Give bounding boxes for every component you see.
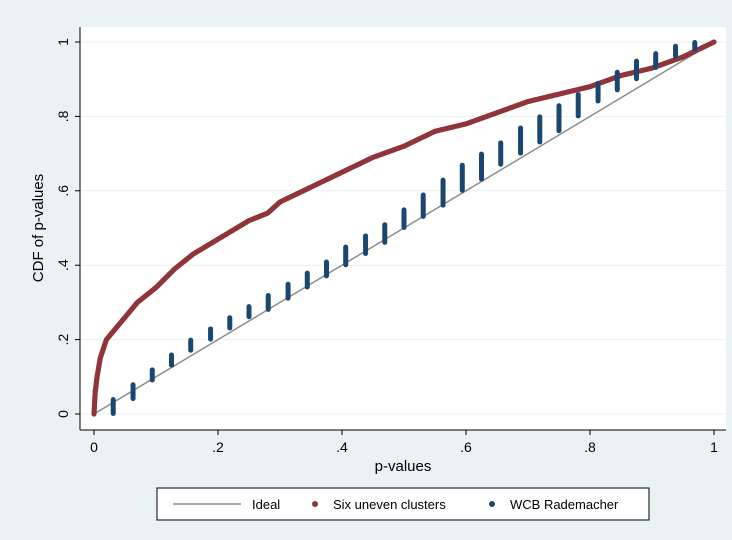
y-tick-label: .4 (55, 259, 71, 271)
wcb-point-stack (537, 114, 543, 145)
wcb-point-stack (265, 292, 271, 312)
wcb-point-stack (363, 233, 369, 257)
legend-ideal-label: Ideal (252, 497, 280, 512)
x-tick-label: .6 (460, 439, 472, 455)
wcb-point-stack (459, 162, 465, 193)
y-tick-label: .2 (55, 334, 71, 346)
wcb-series (110, 40, 698, 416)
legend-wcb-swatch (489, 501, 495, 507)
wcb-point-stack (343, 244, 349, 268)
y-tick-label: .8 (55, 110, 71, 122)
uneven-series (91, 39, 717, 417)
wcb-point-stack (634, 58, 639, 82)
x-tick-label: .8 (584, 439, 596, 455)
wcb-point-stack (479, 151, 484, 182)
wcb-point-stack (227, 315, 233, 331)
wcb-point-stack (575, 92, 581, 119)
legend-uneven-swatch (312, 501, 318, 507)
wcb-point-stack (595, 80, 601, 104)
x-axis-ticks: 0 .2 .4 .6 .8 1 (90, 430, 718, 455)
wcb-point-stack (169, 352, 174, 368)
wcb-point-stack (440, 177, 446, 208)
x-axis-title: p-values (375, 458, 432, 475)
series-layer (91, 39, 717, 417)
legend: Ideal Six uneven clusters WCB Rademacher (156, 487, 650, 521)
wcb-point-stack (110, 397, 116, 416)
wcb-point-stack (614, 69, 620, 93)
wcb-point-stack (188, 337, 194, 353)
wcb-point-stack (304, 270, 310, 290)
x-tick-label: 0 (90, 439, 98, 455)
wcb-point-stack (324, 259, 329, 279)
wcb-point-stack (556, 103, 562, 134)
grid-lines (80, 41, 726, 415)
legend-uneven-label: Six uneven clusters (333, 497, 446, 512)
wcb-point-stack (692, 40, 698, 52)
wcb-point-stack (673, 43, 679, 59)
legend-wcb-label: WCB Rademacher (510, 497, 619, 512)
x-tick-label: 1 (710, 439, 718, 455)
wcb-point-stack (420, 192, 426, 219)
wcb-point-stack (498, 140, 504, 167)
wcb-point-stack (518, 125, 524, 156)
wcb-point-stack (401, 207, 407, 230)
wcb-point-stack (285, 281, 291, 301)
y-tick-label: .6 (55, 185, 71, 197)
wcb-point-stack (149, 367, 155, 383)
wcb-point-stack (208, 326, 214, 342)
y-axis-title: CDF of p-values (30, 174, 47, 282)
wcb-point-stack (130, 382, 136, 402)
x-tick-label: .4 (336, 439, 348, 455)
y-tick-label: 0 (55, 410, 71, 418)
x-tick-label: .2 (212, 439, 224, 455)
y-axis-ticks: 0 .2 .4 .6 .8 1 (55, 38, 80, 418)
wcb-point-stack (246, 304, 252, 320)
y-tick-label: 1 (55, 38, 71, 46)
wcb-point-stack (653, 51, 659, 71)
wcb-point-stack (382, 222, 388, 245)
uneven-point (711, 39, 717, 45)
